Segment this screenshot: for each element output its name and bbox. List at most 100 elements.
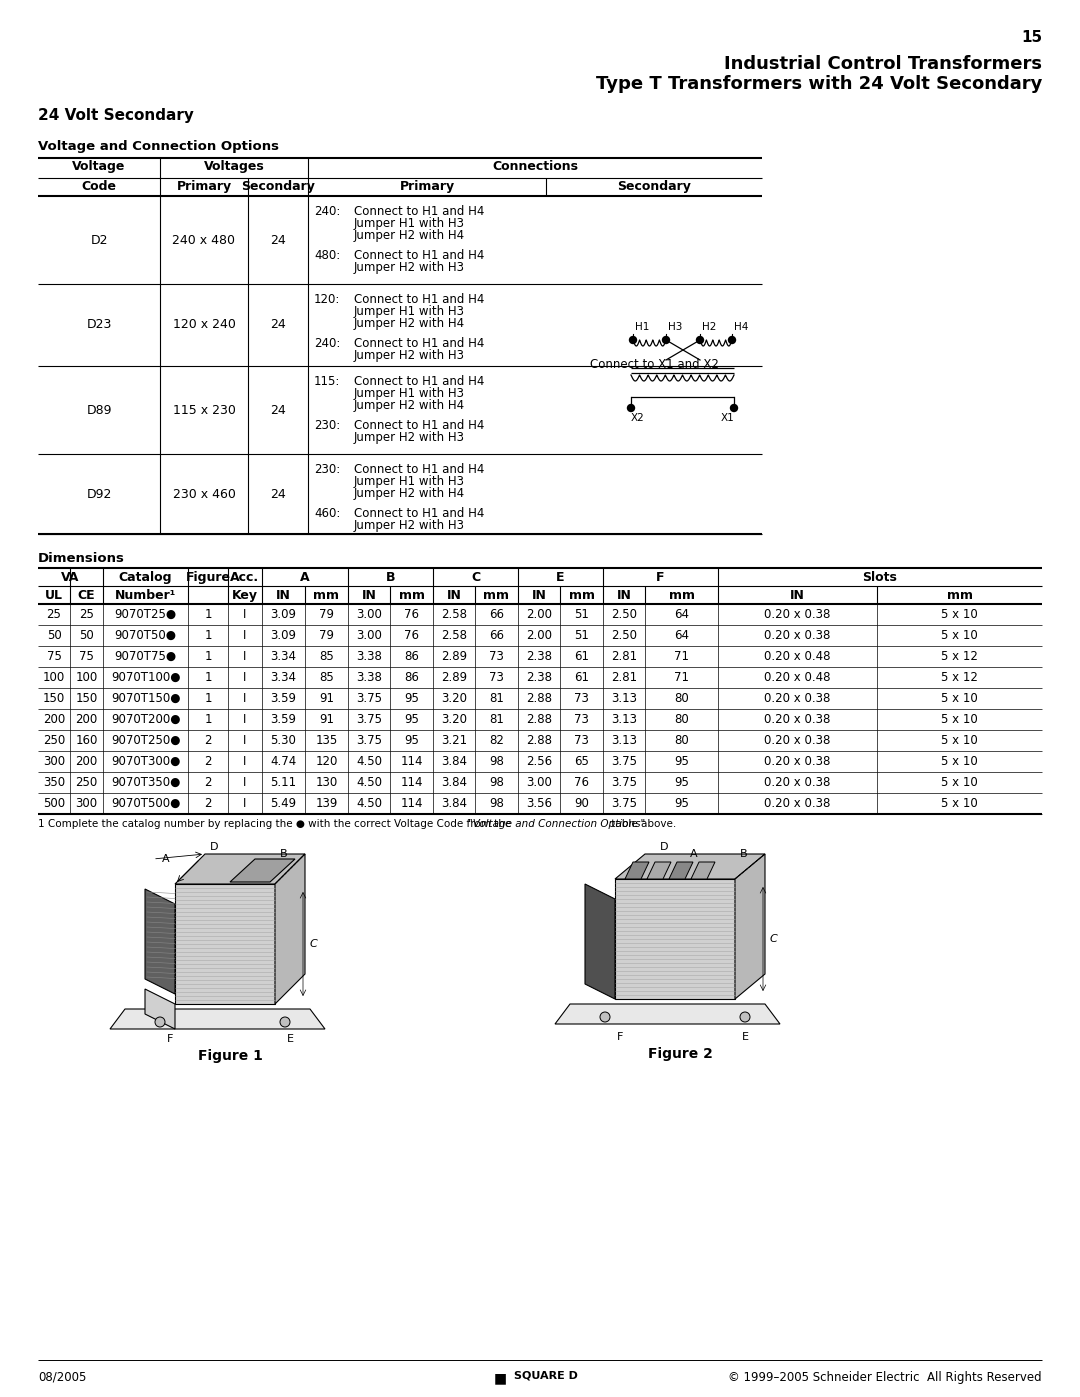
Text: 114: 114 — [401, 775, 422, 789]
Text: 160: 160 — [76, 733, 97, 747]
Text: 1: 1 — [204, 608, 212, 622]
Text: 3.75: 3.75 — [356, 733, 382, 747]
Text: 5 x 10: 5 x 10 — [941, 712, 977, 726]
Text: 130: 130 — [315, 775, 338, 789]
Text: 2.81: 2.81 — [611, 650, 637, 664]
Text: E: E — [556, 571, 565, 584]
Text: © 1999–2005 Schneider Electric  All Rights Reserved: © 1999–2005 Schneider Electric All Right… — [728, 1370, 1042, 1384]
Text: 73: 73 — [489, 671, 504, 685]
Text: I: I — [243, 733, 246, 747]
Text: 3.84: 3.84 — [441, 775, 467, 789]
Text: 5 x 10: 5 x 10 — [941, 608, 977, 622]
Polygon shape — [230, 859, 295, 882]
Text: B: B — [386, 571, 395, 584]
Text: 61: 61 — [573, 671, 589, 685]
Text: C: C — [770, 935, 778, 944]
Text: Jumper H1 with H3: Jumper H1 with H3 — [354, 217, 465, 231]
Text: 5 x 10: 5 x 10 — [941, 798, 977, 810]
Text: 24: 24 — [270, 404, 286, 416]
Text: mm: mm — [946, 590, 972, 602]
Text: 500: 500 — [43, 798, 65, 810]
Text: I: I — [243, 650, 246, 664]
Text: Figure 1: Figure 1 — [198, 1049, 262, 1063]
Text: 135: 135 — [315, 733, 338, 747]
Text: 08/2005: 08/2005 — [38, 1370, 86, 1384]
Text: 1 Complete the catalog number by replacing the ● with the correct Voltage Code f: 1 Complete the catalog number by replaci… — [38, 819, 514, 828]
Text: 9070T75●: 9070T75● — [114, 650, 176, 664]
Text: IN: IN — [446, 590, 461, 602]
Text: 115 x 230: 115 x 230 — [173, 404, 235, 416]
Text: 120 x 240: 120 x 240 — [173, 319, 235, 331]
Text: C: C — [471, 571, 481, 584]
Text: 65: 65 — [575, 754, 589, 768]
Text: 5 x 12: 5 x 12 — [941, 650, 977, 664]
Text: 3.56: 3.56 — [526, 798, 552, 810]
Text: Connect to H1 and H4: Connect to H1 and H4 — [354, 507, 484, 520]
Text: 3.38: 3.38 — [356, 671, 382, 685]
Text: 95: 95 — [674, 798, 689, 810]
Text: 2: 2 — [204, 733, 212, 747]
Text: 4.50: 4.50 — [356, 798, 382, 810]
Text: 24: 24 — [270, 488, 286, 500]
Text: Acc.: Acc. — [230, 571, 259, 584]
Text: 2.89: 2.89 — [441, 650, 467, 664]
Text: Jumper H1 with H3: Jumper H1 with H3 — [354, 475, 465, 488]
Text: 64: 64 — [674, 608, 689, 622]
Text: 2.88: 2.88 — [526, 733, 552, 747]
Text: I: I — [243, 798, 246, 810]
Text: 0.20 x 0.38: 0.20 x 0.38 — [765, 712, 831, 726]
Text: 1: 1 — [204, 712, 212, 726]
Circle shape — [630, 337, 636, 344]
Polygon shape — [691, 862, 715, 879]
Polygon shape — [145, 888, 175, 995]
Text: Jumper H2 with H3: Jumper H2 with H3 — [354, 520, 465, 532]
Text: 120: 120 — [315, 754, 338, 768]
Text: 350: 350 — [43, 775, 65, 789]
Text: 9070T350●: 9070T350● — [111, 775, 180, 789]
Text: Jumper H2 with H4: Jumper H2 with H4 — [354, 400, 465, 412]
Text: 4.50: 4.50 — [356, 754, 382, 768]
Text: 91: 91 — [319, 712, 334, 726]
Polygon shape — [615, 854, 765, 879]
Circle shape — [627, 405, 635, 412]
Text: 95: 95 — [404, 712, 419, 726]
Text: 0.20 x 0.38: 0.20 x 0.38 — [765, 733, 831, 747]
Text: B: B — [280, 849, 287, 859]
Text: Connections: Connections — [492, 161, 578, 173]
Text: F: F — [166, 1034, 173, 1044]
Circle shape — [156, 1017, 165, 1027]
Text: 0.20 x 0.38: 0.20 x 0.38 — [765, 775, 831, 789]
Text: IN: IN — [617, 590, 632, 602]
Text: Jumper H1 with H3: Jumper H1 with H3 — [354, 387, 465, 400]
Text: 3.84: 3.84 — [441, 798, 467, 810]
Text: 5.11: 5.11 — [270, 775, 297, 789]
Text: Connect to X1 and X2: Connect to X1 and X2 — [590, 359, 718, 372]
Text: 75: 75 — [46, 650, 62, 664]
Text: VA: VA — [62, 571, 80, 584]
Text: 82: 82 — [489, 733, 504, 747]
Text: E: E — [742, 1032, 748, 1042]
Text: 76: 76 — [404, 629, 419, 643]
Polygon shape — [145, 989, 175, 1030]
Text: Type T Transformers with 24 Volt Secondary: Type T Transformers with 24 Volt Seconda… — [596, 75, 1042, 94]
Circle shape — [697, 337, 703, 344]
Text: 3.09: 3.09 — [270, 608, 297, 622]
Text: 76: 76 — [404, 608, 419, 622]
Text: 9070T200●: 9070T200● — [111, 712, 180, 726]
Text: "Voltage and Connection Options": "Voltage and Connection Options" — [468, 819, 645, 828]
Text: Key: Key — [232, 590, 258, 602]
Text: 3.13: 3.13 — [611, 712, 637, 726]
Text: 86: 86 — [404, 650, 419, 664]
Text: 9070T500●: 9070T500● — [111, 798, 180, 810]
Text: 150: 150 — [43, 692, 65, 705]
Text: 2.81: 2.81 — [611, 671, 637, 685]
Text: table above.: table above. — [608, 819, 676, 828]
Text: 139: 139 — [315, 798, 338, 810]
Text: 2.38: 2.38 — [526, 671, 552, 685]
Text: 66: 66 — [489, 608, 504, 622]
Text: Secondary: Secondary — [617, 180, 691, 193]
Text: 3.00: 3.00 — [356, 629, 382, 643]
Text: 2.50: 2.50 — [611, 629, 637, 643]
Text: 3.75: 3.75 — [611, 754, 637, 768]
Text: CE: CE — [78, 590, 95, 602]
